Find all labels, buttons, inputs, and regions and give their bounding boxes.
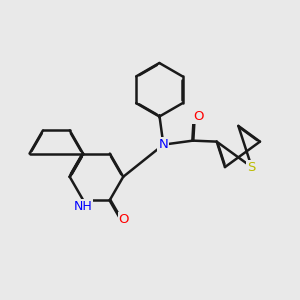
Text: S: S: [248, 160, 256, 174]
Text: NH: NH: [74, 200, 92, 213]
Text: O: O: [119, 213, 129, 226]
Text: O: O: [193, 110, 203, 123]
Text: N: N: [158, 138, 168, 151]
